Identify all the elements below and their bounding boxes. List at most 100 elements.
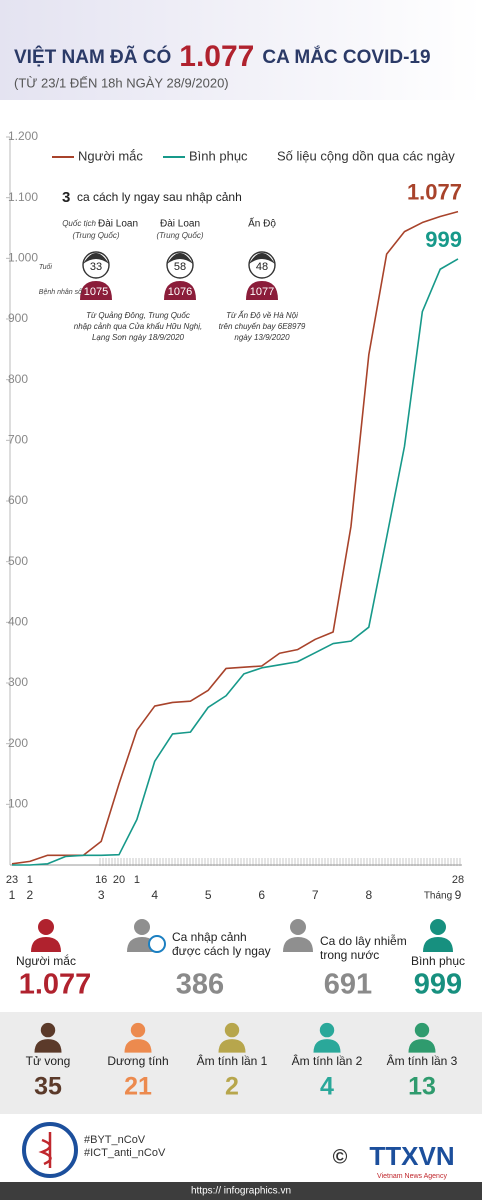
title-part: VIỆT NAM ĐÃ CÓ (14, 46, 171, 68)
stat-label: Bình phục (411, 954, 465, 968)
x-day-label: 1 (134, 874, 140, 886)
y-tick-label: 800 (8, 372, 28, 386)
icon-head (134, 919, 150, 935)
nationality-label: Quốc tịch (62, 219, 96, 228)
x-month-label: 2 (26, 888, 33, 902)
y-tick-label: 300 (8, 675, 28, 689)
patient-country-note: (Trung Quốc) (73, 231, 120, 240)
patient-country: Ấn Độ (248, 217, 276, 230)
y-tick-label: 400 (8, 615, 28, 629)
icon-body (34, 1039, 62, 1053)
title-part: 1.077 (179, 40, 254, 73)
patient-id: 1077 (250, 286, 274, 298)
hashtag: #ICT_anti_nCoV (84, 1147, 166, 1159)
agency: TTXVN (369, 1141, 454, 1171)
x-month-word: Tháng (424, 891, 452, 902)
stat-value: 691 (324, 969, 372, 1001)
x-day-label: 1 (27, 874, 33, 886)
value-label: 1.077 (407, 179, 462, 204)
x-day-label: 16 (95, 874, 107, 886)
stat-label: Người mắc (16, 953, 76, 968)
icon-head (430, 919, 446, 935)
y-tick-label: 1.000 (8, 251, 38, 265)
icon-head (414, 1022, 430, 1038)
icon-body (218, 1039, 246, 1053)
details-bg (0, 1012, 482, 1114)
icon-head (130, 1022, 146, 1038)
icon-body (313, 1039, 341, 1053)
y-tick-label: 600 (8, 493, 28, 507)
legend-note: Số liệu cộng dồn qua các ngày (277, 148, 455, 163)
value-label: 999 (425, 227, 462, 252)
icon-head (319, 1022, 335, 1038)
icon-body (124, 1039, 152, 1053)
icon-head (290, 919, 306, 935)
patient-age: 58 (174, 261, 186, 273)
header-bg (0, 0, 482, 100)
copyright: © (333, 1146, 348, 1168)
patient-id: 1075 (84, 286, 108, 298)
subtitle: (TỪ 23/1 ĐẾN 18h NGÀY 28/9/2020) (14, 75, 229, 90)
detail-value: 35 (34, 1073, 62, 1101)
import-note: nhập cảnh qua Cửa khẩu Hữu Nghị, (74, 322, 202, 331)
x-month-label: 7 (312, 888, 319, 902)
import-count: 3 (62, 189, 70, 206)
patient-country-note: (Trung Quốc) (157, 231, 204, 240)
detail-label: Âm tính lần 1 (197, 1053, 268, 1068)
title-part: CA MẮC COVID-19 (262, 46, 430, 68)
globe-icon (148, 935, 166, 953)
detail-label: Tử vong (26, 1054, 71, 1068)
icon-head (40, 1022, 56, 1038)
patient-country: Đài Loan (98, 219, 138, 230)
y-tick-label: 200 (8, 736, 28, 750)
stat-label: Ca do lây nhiễm (320, 933, 407, 948)
y-tick-label: 1.100 (8, 190, 38, 204)
x-month-label: 8 (365, 888, 372, 902)
stat-value: 999 (414, 969, 462, 1001)
legend-label: Bình phục (189, 148, 248, 163)
x-month-label: 1 (9, 888, 16, 902)
y-tick-label: 100 (8, 797, 28, 811)
patient-age: 33 (90, 261, 102, 273)
ministry-logo-mark (38, 1132, 52, 1168)
url: https:// infographics.vn (191, 1186, 291, 1197)
icon-body (408, 1039, 436, 1053)
x-month-label: 5 (205, 888, 212, 902)
import-heading: ca cách ly ngay sau nhập cảnh (77, 190, 242, 204)
detail-label: Dương tính (107, 1054, 168, 1068)
icon-head (38, 919, 54, 935)
import-note: trên chuyến bay 6E8979 (219, 322, 306, 331)
import-note: Lạng Sơn ngày 18/9/2020 (92, 333, 185, 342)
agency-sub: Vietnam News Agency (377, 1173, 447, 1180)
legend-label: Người mắc (78, 148, 143, 163)
x-month-label: 4 (151, 888, 158, 902)
detail-value: 4 (320, 1073, 334, 1101)
detail-label: Âm tính lần 3 (387, 1053, 458, 1068)
stats-bg (0, 908, 482, 1008)
id-label: Bệnh nhân số (39, 288, 83, 296)
x-day-label: 23 (6, 874, 18, 886)
x-day-label: 20 (113, 874, 125, 886)
x-month-label: 9 (455, 888, 462, 902)
icon-body (31, 937, 61, 952)
x-month-label: 6 (258, 888, 265, 902)
icon-body (283, 937, 313, 952)
y-tick-label: 500 (8, 554, 28, 568)
series-line (11, 210, 459, 865)
age-label: Tuổi (39, 263, 53, 271)
stat-label: được cách ly ngay (172, 944, 271, 958)
patient-hair (249, 253, 275, 264)
stat-value: 386 (176, 969, 224, 1001)
patient-age: 48 (256, 261, 268, 273)
import-note: ngày 13/9/2020 (234, 333, 290, 342)
import-note: Từ Ấn Độ về Hà Nội (226, 311, 298, 320)
stat-label: Ca nhập cảnh (172, 930, 247, 944)
stat-label: trong nước (320, 948, 379, 962)
stat-value: 1.077 (19, 969, 92, 1001)
icon-head (224, 1022, 240, 1038)
detail-value: 13 (408, 1073, 436, 1101)
patient-body (164, 281, 196, 300)
